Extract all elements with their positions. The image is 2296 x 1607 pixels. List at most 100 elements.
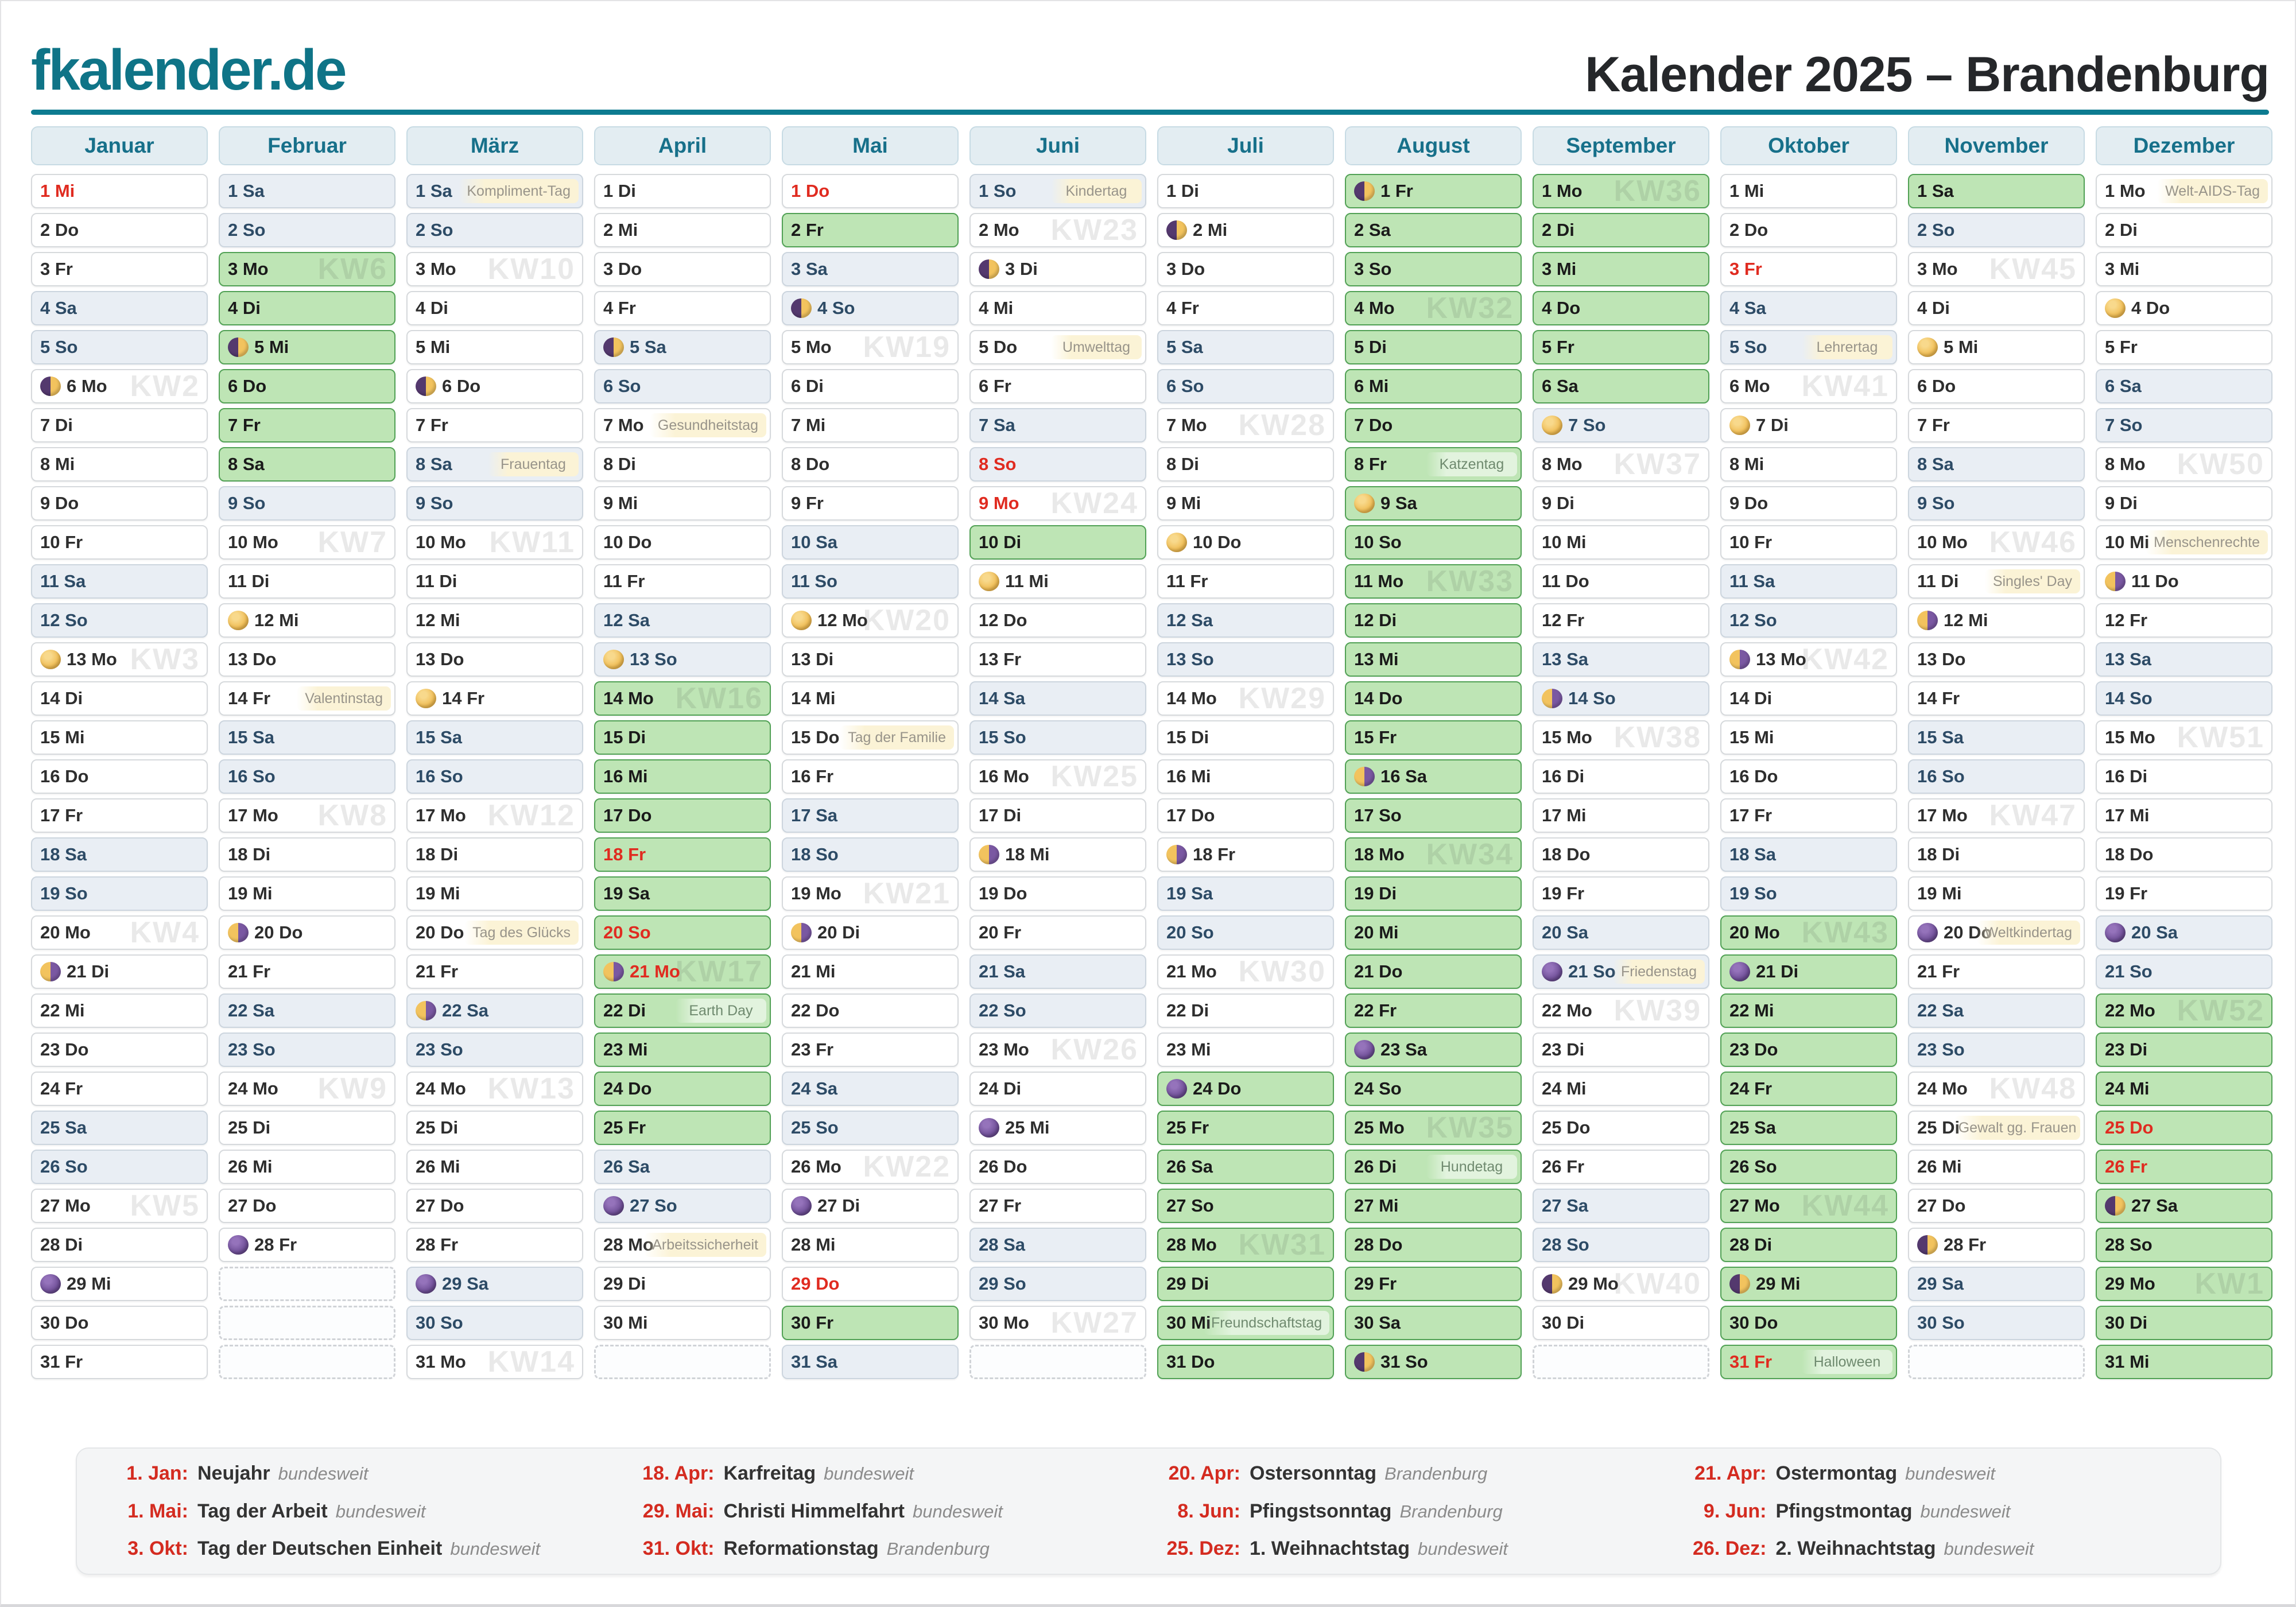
day-label: 5 Mi (416, 337, 451, 357)
day-label: 18 Fr (1193, 844, 1236, 864)
day-label: 25 Do (2105, 1117, 2154, 1138)
day-label: 3 Mo (1917, 259, 1958, 279)
day-cell: 4 Sa (1720, 291, 1897, 325)
day-label: 14 So (1568, 688, 1616, 708)
day-cell: 5 So (31, 330, 208, 364)
month-header-label: November (1908, 126, 2085, 165)
full-moon-icon (791, 611, 812, 630)
day-cell: 21 So (2096, 954, 2272, 989)
legend-holiday-name: Christi Himmelfahrt (723, 1500, 905, 1522)
legend-entry: 26. Dez: 2. Weihnachtstag bundesweit (1675, 1538, 2201, 1560)
day-label: 5 Mi (1944, 337, 1979, 357)
day-label: 8 Sa (228, 454, 265, 474)
day-label: 1 Mi (1729, 181, 1764, 201)
day-cell: 17 Fr (1720, 798, 1897, 833)
day-cell: 11 Fr (594, 564, 771, 599)
day-label: 29 Mo (1568, 1274, 1619, 1294)
day-cell: KW15Gesundheitstag7 Mo (594, 408, 771, 442)
day-cell: 8 Do (782, 447, 959, 482)
day-cell: 12 Mi (219, 603, 395, 638)
day-cell: 15 Sa (1908, 720, 2085, 755)
legend-date: 18. Apr: (642, 1462, 715, 1484)
day-label: 28 Fr (254, 1235, 297, 1255)
day-cell: 19 Fr (1533, 876, 1709, 911)
calendar-week-watermark: KW23 (1050, 214, 1138, 247)
day-label: 12 Sa (603, 610, 650, 630)
day-label: 16 Di (2105, 766, 2148, 786)
day-label: 31 Fr (40, 1352, 83, 1372)
first-quarter-moon-icon (1354, 1352, 1375, 1372)
day-label: 27 Do (228, 1195, 277, 1216)
day-cell: 28 Fr (219, 1228, 395, 1262)
new-moon-icon (979, 1118, 999, 1138)
day-label: 5 Do (979, 337, 1018, 357)
day-cell: 12 Sa (1157, 603, 1334, 638)
day-cell: 21 Fr (1908, 954, 2085, 989)
special-day-tag: Katzentag (1426, 452, 1517, 476)
day-cell: 24 Do (594, 1072, 771, 1106)
day-cell: 10 So (1345, 525, 1522, 560)
day-cell: Kompliment-Tag 1 Sa (406, 174, 583, 208)
day-cell: KW27 30 Mo (969, 1306, 1146, 1340)
month-column-januar: Januar 1 Mi 2 Do 3 Fr 4 Sa 5 So KW2 6 Mo 7 Di 8 M… (31, 126, 208, 1384)
day-cell: 17 Do (1157, 798, 1334, 833)
day-cell: 20 Fr (969, 915, 1146, 950)
day-cell: 11 So (782, 564, 959, 599)
day-cell: 19 Sa (1157, 876, 1334, 911)
full-moon-icon (1166, 533, 1187, 552)
day-label: 18 Di (228, 844, 271, 864)
day-label: 10 Di (979, 532, 1022, 552)
day-cell: 1 Fr (1345, 174, 1522, 208)
day-label: 7 Sa (979, 415, 1015, 435)
day-label: 28 Fr (1944, 1235, 1987, 1255)
day-cell: 21 Di (1720, 954, 1897, 989)
day-label: 21 So (2105, 961, 2152, 981)
day-cell: 29 Sa (1908, 1267, 2085, 1301)
day-label: 10 Fr (1729, 532, 1773, 552)
day-cell: 27 Do (406, 1189, 583, 1223)
day-cell: 29 Mi (31, 1267, 208, 1301)
day-label: 12 Mi (254, 610, 299, 630)
day-label: 18 Sa (40, 844, 87, 864)
day-label: 15 Mo (1542, 727, 1592, 747)
day-label: 20 Sa (1542, 922, 1589, 942)
day-cell: 11 Sa (31, 564, 208, 599)
day-cell: 28 Fr (1908, 1228, 2085, 1262)
day-cell: KW1 29 Mo (2096, 1267, 2272, 1301)
day-label: 16 Fr (791, 766, 834, 786)
day-cell: 23 Do (1720, 1032, 1897, 1067)
month-header-label: September (1533, 126, 1709, 165)
day-cell: 19 Sa (594, 876, 771, 911)
calendar-week-watermark: KW8 (317, 799, 387, 832)
day-cell: 2 Do (1720, 213, 1897, 247)
day-label: 27 Mi (1354, 1195, 1399, 1216)
legend-entry: 1. Mai: Tag der Arbeit bundesweit (96, 1500, 623, 1523)
day-cell: 26 So (1720, 1150, 1897, 1184)
day-label: 23 Mo (979, 1039, 1029, 1059)
day-cell: 23 So (1908, 1032, 2085, 1067)
day-cell: Frauentag 8 Sa (406, 447, 583, 482)
day-cell: 17 Fr (31, 798, 208, 833)
day-label: 14 So (2105, 688, 2152, 708)
special-day-tag: Freundschaftstag (1204, 1311, 1329, 1335)
calendar-week-watermark: KW46 (1989, 526, 2077, 559)
legend-holiday-name: Tag der Deutschen Einheit (197, 1538, 443, 1559)
day-label: 28 So (2105, 1235, 2152, 1255)
day-cell: 17 Mi (2096, 798, 2272, 833)
first-quarter-moon-icon (1917, 1235, 1938, 1255)
month-header-label: Oktober (1720, 126, 1897, 165)
day-cell: 12 Fr (2096, 603, 2272, 638)
day-label: 10 Do (1193, 532, 1242, 552)
fkalender-logo[interactable]: fkalender.de (31, 38, 347, 102)
day-label: 2 Fr (791, 220, 824, 240)
day-label: 16 Sa (1380, 766, 1428, 786)
day-label: 21 Do (1354, 961, 1403, 981)
day-cell: 7 Sa (969, 408, 1146, 442)
day-label: 5 Mi (254, 337, 289, 357)
day-label: 29 Sa (1917, 1274, 1964, 1294)
day-cell: 4 Di (219, 291, 395, 325)
day-cell: 9 Di (2096, 486, 2272, 521)
day-cell: 22 Do (782, 993, 959, 1028)
day-cell: 6 Do (1908, 369, 2085, 403)
day-cell: 2 So (406, 213, 583, 247)
